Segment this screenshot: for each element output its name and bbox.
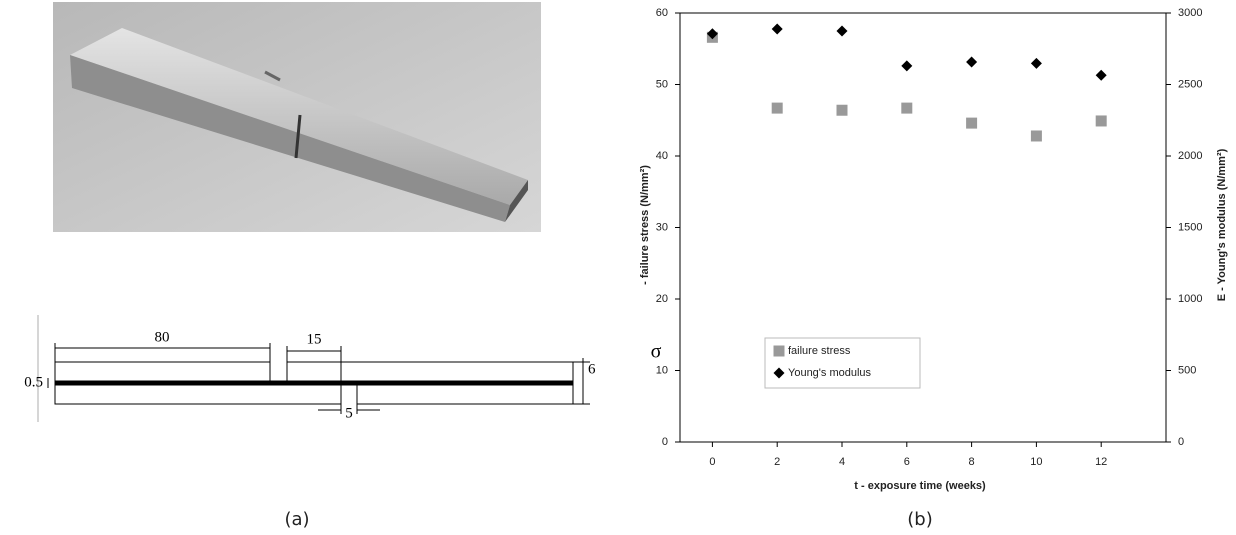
data-point <box>1030 130 1042 142</box>
data-point <box>901 60 913 72</box>
y2-axis-label: E - Young's modulus (N/mm²) <box>1216 148 1228 301</box>
specimen-diagram <box>37 315 590 422</box>
data-point <box>1030 57 1042 69</box>
data-point <box>836 104 848 116</box>
y2-tick-label: 3000 <box>1178 7 1202 19</box>
x-tick-label: 2 <box>774 456 780 468</box>
legend-marker <box>773 367 785 379</box>
y-tick-label: 30 <box>656 221 668 233</box>
dimension-label: 5 <box>345 405 353 421</box>
y2-tick-label: 2000 <box>1178 150 1202 162</box>
x-tick-label: 8 <box>969 456 975 468</box>
x-tick-label: 0 <box>709 456 715 468</box>
y2-tick-label: 0 <box>1178 436 1184 448</box>
y-tick-label: 40 <box>656 150 668 162</box>
legend-marker <box>773 345 785 357</box>
caption: (a) <box>284 509 309 530</box>
data-point <box>1095 115 1107 127</box>
y-tick-label: 0 <box>662 436 668 448</box>
x-tick-label: 4 <box>839 456 845 468</box>
x-tick-label: 12 <box>1095 456 1107 468</box>
x-axis-label: t - exposure time (weeks) <box>854 480 986 492</box>
legend <box>764 337 921 389</box>
data-point <box>771 102 783 114</box>
dimension-label: 15 <box>307 331 322 347</box>
x-tick-label: 10 <box>1030 456 1042 468</box>
photo <box>53 2 541 232</box>
dimension-label: 80 <box>155 329 170 345</box>
data-point <box>966 56 978 68</box>
x-tick-label: 6 <box>904 456 910 468</box>
y-tick-label: 20 <box>656 293 668 305</box>
y-tick-label: 10 <box>656 364 668 376</box>
dimension-label: 6 <box>588 361 596 377</box>
y-axis-symbol: σ <box>651 341 662 363</box>
data-point <box>771 23 783 35</box>
y2-tick-label: 1000 <box>1178 293 1202 305</box>
data-point <box>901 102 913 114</box>
y-axis-label: - failure stress (N/mm²) <box>639 165 651 285</box>
y-tick-label: 50 <box>656 78 668 90</box>
legend-label: Young's modulus <box>788 367 872 379</box>
y2-tick-label: 500 <box>1178 364 1196 376</box>
data-point <box>836 25 848 37</box>
legend-label: failure stress <box>788 345 851 357</box>
data-point <box>966 117 978 129</box>
dimension-label: 0.5 <box>24 374 43 390</box>
plot-frame <box>679 12 1167 443</box>
caption: (b) <box>907 509 932 530</box>
y-tick-label: 60 <box>656 7 668 19</box>
y2-tick-label: 2500 <box>1178 78 1202 90</box>
y2-tick-label: 1500 <box>1178 221 1202 233</box>
data-point <box>1095 69 1107 81</box>
data-point <box>706 28 718 40</box>
